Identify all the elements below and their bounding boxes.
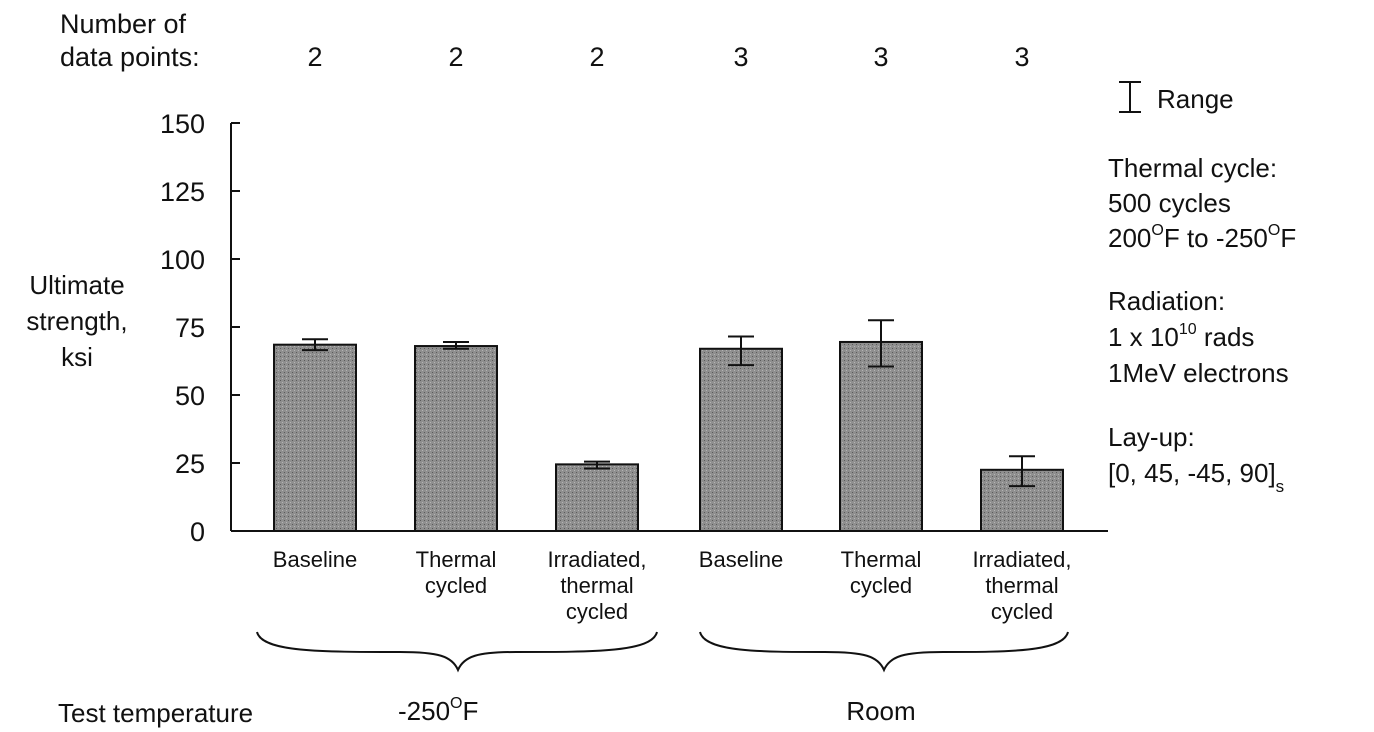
category-label: Irradiated, <box>972 547 1071 572</box>
radiation-line1: 1 x 1010 rads <box>1108 321 1254 352</box>
y-tick-label: 0 <box>190 517 205 547</box>
y-axis-label-line1: Ultimate <box>29 270 124 300</box>
points-count: 2 <box>307 42 322 72</box>
category-label: cycled <box>566 599 628 624</box>
group-brace-250F <box>256 631 658 673</box>
range-bar <box>1009 455 1035 488</box>
y-tick-label: 25 <box>175 449 205 479</box>
range-bars <box>302 319 1035 488</box>
category-label: Thermal <box>841 547 922 572</box>
points-count: 2 <box>448 42 463 72</box>
group-brace-room <box>699 631 1069 673</box>
category-label: Irradiated, <box>547 547 646 572</box>
y-tick-label: 75 <box>175 313 205 343</box>
range-bar <box>302 338 328 352</box>
range-bar <box>728 335 754 367</box>
thermal-line2: 200OF to -250OF <box>1108 222 1296 253</box>
bar <box>414 345 498 533</box>
y-axis-label-line3: ksi <box>61 342 93 372</box>
y-tick-label: 100 <box>160 245 205 275</box>
radiation-line2: 1MeV electrons <box>1108 358 1289 388</box>
bar <box>699 347 783 533</box>
y-tick-label: 50 <box>175 381 205 411</box>
range-bar <box>868 319 894 368</box>
range-bar <box>443 340 469 350</box>
y-tick-label: 125 <box>160 177 205 207</box>
y-axis-label-line2: strength, <box>26 306 127 336</box>
bar <box>839 340 923 532</box>
layup-line1: [0, 45, -45, 90]s <box>1108 458 1284 496</box>
points-header-line2: data points: <box>60 42 200 72</box>
points-count: 3 <box>733 42 748 72</box>
bar <box>273 343 357 532</box>
category-label: cycled <box>991 599 1053 624</box>
group-axis-label: Test temperature <box>58 698 253 728</box>
group-label-250F: -250OF <box>398 695 478 726</box>
y-ticks: 0 25 50 75 100 125 150 <box>160 109 240 547</box>
group-label-room: Room <box>846 696 915 726</box>
layup-title: Lay-up: <box>1108 422 1195 452</box>
category-label: Baseline <box>699 547 783 572</box>
points-count: 2 <box>589 42 604 72</box>
category-label: thermal <box>985 573 1058 598</box>
category-labels: Baseline ThermalcycledIrradiated,thermalc… <box>273 547 1072 624</box>
range-legend-icon <box>1119 81 1141 113</box>
points-count: 3 <box>873 42 888 72</box>
category-label: cycled <box>425 573 487 598</box>
category-label: Baseline <box>273 547 357 572</box>
radiation-title: Radiation: <box>1108 286 1225 316</box>
category-label: thermal <box>560 573 633 598</box>
category-label: cycled <box>850 573 912 598</box>
range-bar <box>584 460 610 470</box>
category-label: Thermal <box>416 547 497 572</box>
points-counts: 2 2 2 3 3 3 <box>307 42 1029 72</box>
range-legend-label: Range <box>1157 84 1234 114</box>
y-tick-label: 150 <box>160 109 205 139</box>
points-header-line1: Number of <box>60 9 187 39</box>
thermal-line1: 500 cycles <box>1108 188 1231 218</box>
points-count: 3 <box>1014 42 1029 72</box>
bars <box>273 340 1064 533</box>
bar <box>555 463 639 532</box>
thermal-title: Thermal cycle: <box>1108 153 1277 183</box>
